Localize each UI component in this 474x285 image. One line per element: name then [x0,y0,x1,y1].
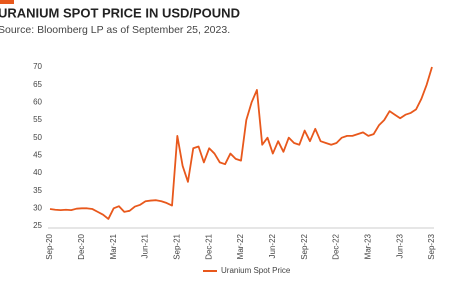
chart-subtitle: Source: Bloomberg LP as of September 25,… [0,24,230,36]
x-tick-label: Jun-22 [268,233,277,258]
y-tick-label: 60 [33,97,42,106]
data-line [49,66,433,220]
y-tick-label: 70 [33,62,42,71]
x-tick-label: Jun-23 [395,233,404,258]
y-tick-label: 30 [33,203,42,212]
x-tick-label: Dec-21 [204,233,213,259]
x-tick-label: Mar-21 [109,233,118,259]
x-tick-label: Sep-21 [172,233,181,259]
x-tick-label: Mar-22 [236,233,245,259]
x-tick-label: Sep-22 [300,233,309,259]
x-tick-label: Mar-23 [363,233,372,259]
legend-label: Uranium Spot Price [221,266,291,275]
y-tick-label: 65 [33,80,42,89]
y-tick-label: 45 [33,150,42,159]
x-tick-label: Jun-21 [141,233,150,258]
x-tick-label: Dec-20 [77,233,86,259]
y-tick-label: 35 [33,186,42,195]
x-tick-label: Sep-23 [427,233,436,259]
accent-bar [0,0,14,4]
chart-title: URANIUM SPOT PRICE IN USD/POUND [0,5,240,20]
x-tick-label: Dec-22 [332,233,341,259]
x-tick-label: Sep-20 [45,233,54,259]
y-tick-label: 55 [33,115,42,124]
y-tick-label: 25 [33,221,42,230]
y-tick-label: 40 [33,168,42,177]
y-tick-label: 50 [33,133,42,142]
